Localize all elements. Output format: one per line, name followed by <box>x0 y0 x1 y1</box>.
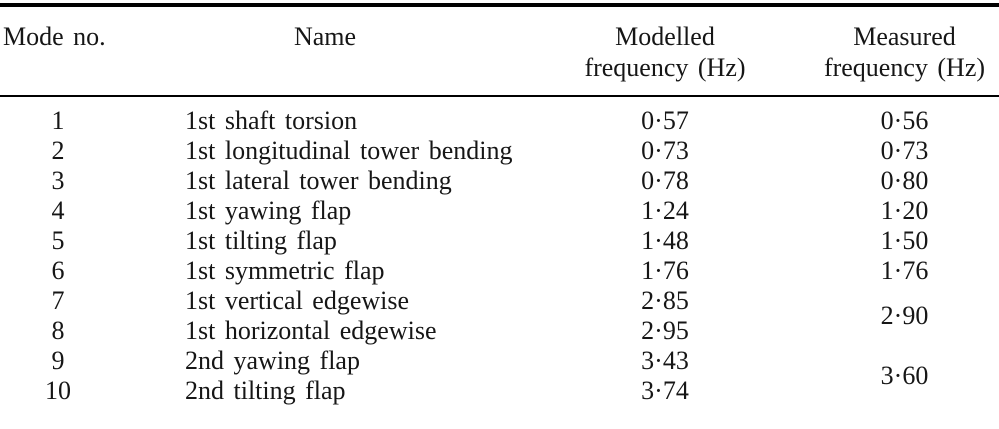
measured-cell: 1·76 <box>880 256 929 285</box>
modelled-cell: 3·74 <box>641 376 689 405</box>
name-cell: 1st lateral tower bending <box>185 166 452 195</box>
header-measured-frequency: Measured frequency (Hz) <box>810 7 999 97</box>
mode-cell: 4 <box>51 196 65 225</box>
table-row: 10 2nd tilting flap 3·74 <box>0 376 999 406</box>
table-header: Mode no. Name Modelled frequency (Hz) Me… <box>0 7 999 97</box>
header-name-label: Name <box>293 22 357 51</box>
measured-cell-merged: 3·60 <box>880 361 929 390</box>
header-name: Name <box>130 7 520 97</box>
mode-cell: 8 <box>51 316 65 345</box>
mode-cell: 7 <box>51 286 65 315</box>
mode-cell: 5 <box>51 226 65 255</box>
name-cell: 1st tilting flap <box>185 226 337 255</box>
mode-cell: 6 <box>51 256 65 285</box>
name-cell: 1st shaft torsion <box>185 106 358 135</box>
table-row: 6 1st symmetric flap 1·76 1·76 <box>0 256 999 286</box>
table-row: 9 2nd yawing flap 3·43 3·60 <box>0 346 999 390</box>
modelled-cell: 0·73 <box>641 136 689 165</box>
modelled-cell: 1·76 <box>641 256 689 285</box>
table-row: 4 1st yawing flap 1·24 1·20 <box>0 196 999 226</box>
mode-cell: 9 <box>51 346 65 375</box>
header-modelled-line1: Modelled <box>615 22 715 51</box>
mode-cell: 3 <box>51 166 65 195</box>
name-cell: 1st vertical edgewise <box>185 286 410 315</box>
measured-cell: 0·73 <box>880 136 929 165</box>
modelled-cell: 1·48 <box>641 226 689 255</box>
table-row: 8 1st horizontal edgewise 2·95 <box>0 316 999 346</box>
name-cell: 1st symmetric flap <box>185 256 385 285</box>
header-mode-no: Mode no. <box>0 7 130 97</box>
modelled-cell: 2·95 <box>641 316 689 345</box>
mode-cell: 2 <box>51 136 65 165</box>
measured-cell: 0·80 <box>880 166 929 195</box>
measured-cell-merged: 2·90 <box>880 301 929 330</box>
header-modelled-line2: frequency (Hz) <box>584 53 746 82</box>
mode-cell: 1 <box>51 106 65 135</box>
header-measured-line1: Measured <box>853 22 956 51</box>
measured-cell: 0·56 <box>880 106 929 135</box>
header-mode-no-label: Mode no. <box>3 22 106 51</box>
measured-cell: 1·50 <box>880 226 929 255</box>
measured-cell: 1·20 <box>880 196 929 225</box>
table-body: 1 1st shaft torsion 0·57 0·56 2 1st long… <box>0 96 999 406</box>
table-top-rule <box>0 3 999 7</box>
frequency-table: Mode no. Name Modelled frequency (Hz) Me… <box>0 7 999 406</box>
name-cell: 2nd tilting flap <box>185 376 346 405</box>
modelled-cell: 2·85 <box>641 286 689 315</box>
table-row: 3 1st lateral tower bending 0·78 0·80 <box>0 166 999 196</box>
mode-cell: 10 <box>45 376 71 405</box>
table-row: 1 1st shaft torsion 0·57 0·56 <box>0 96 999 136</box>
modelled-cell: 0·57 <box>641 106 689 135</box>
name-cell: 1st yawing flap <box>185 196 352 225</box>
name-cell: 1st horizontal edgewise <box>185 316 437 345</box>
table-row: 7 1st vertical edgewise 2·85 2·90 <box>0 286 999 330</box>
header-row: Mode no. Name Modelled frequency (Hz) Me… <box>0 7 999 97</box>
table-row: 5 1st tilting flap 1·48 1·50 <box>0 226 999 256</box>
table-row: 2 1st longitudinal tower bending 0·73 0·… <box>0 136 999 166</box>
modelled-cell: 0·78 <box>641 166 689 195</box>
header-modelled-frequency: Modelled frequency (Hz) <box>520 7 810 97</box>
modelled-cell: 1·24 <box>641 196 689 225</box>
name-cell: 1st longitudinal tower bending <box>185 136 513 165</box>
modelled-cell: 3·43 <box>641 346 689 375</box>
header-measured-line2: frequency (Hz) <box>823 53 986 82</box>
name-cell: 2nd yawing flap <box>185 346 360 375</box>
